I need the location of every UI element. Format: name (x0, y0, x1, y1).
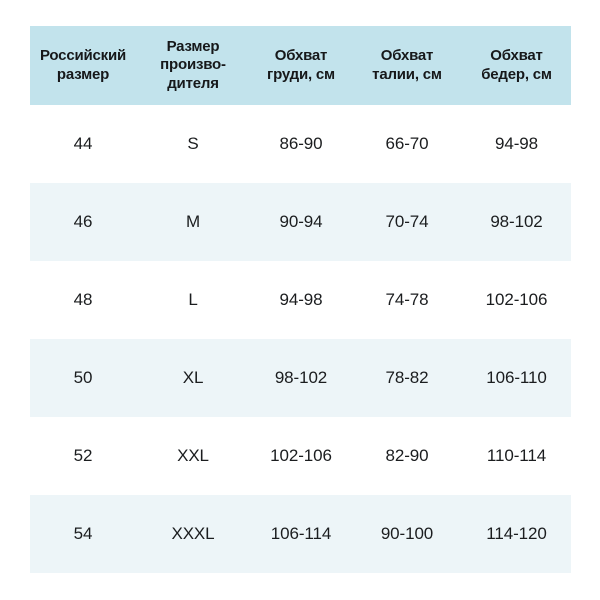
cell-ru_size: 52 (73, 446, 93, 465)
table-header: Российский размер Размер произво- дителя… (30, 26, 571, 105)
column-header-chest: Обхват груди, см (267, 47, 335, 83)
cell-waist: 82-90 (385, 446, 429, 465)
cell-hips: 102-106 (485, 290, 548, 309)
table-body: 44 S 86-90 66-70 94-98 46 M 90-94 70-74 98-102 48 L… (30, 105, 571, 573)
header-row: Российский размер Размер произво- дителя… (30, 26, 571, 105)
cell-waist: 74-78 (385, 290, 429, 309)
cell-maker_size: XL (182, 368, 204, 387)
cell-ru_size: 50 (73, 368, 93, 387)
cell-waist: 78-82 (385, 368, 429, 387)
cell-chest: 98-102 (274, 368, 328, 387)
table-row: 46 M 90-94 70-74 98-102 (30, 183, 571, 261)
size-chart-table: Российский размер Размер произво- дителя… (30, 26, 571, 573)
cell-hips: 110-114 (486, 446, 547, 465)
table-row: 50 XL 98-102 78-82 106-110 (30, 339, 571, 417)
column-header-waist: Обхват талии, см (372, 47, 442, 83)
cell-maker_size: M (185, 212, 201, 231)
cell-maker_size: L (188, 290, 198, 309)
column-header-hips: Обхват бедер, см (481, 47, 552, 83)
cell-hips: 114-120 (486, 524, 547, 543)
column-header-maker-size: Размер произво- дителя (160, 38, 226, 92)
column-header-ru-size: Российский размер (39, 47, 126, 83)
cell-hips: 106-110 (486, 368, 547, 387)
table-row: 54 XXXL 106-114 90-100 114-120 (30, 495, 571, 573)
cell-hips: 98-102 (490, 212, 543, 231)
cell-chest: 106-114 (270, 524, 332, 543)
cell-chest: 90-94 (279, 212, 323, 231)
cell-chest: 102-106 (270, 446, 332, 465)
cell-waist: 90-100 (380, 524, 434, 543)
cell-hips: 94-98 (495, 134, 538, 153)
cell-maker_size: XXL (177, 446, 209, 465)
cell-ru_size: 44 (73, 134, 93, 153)
table-row: 44 S 86-90 66-70 94-98 (30, 105, 571, 183)
table-row: 48 L 94-98 74-78 102-106 (30, 261, 571, 339)
cell-chest: 86-90 (279, 134, 323, 153)
cell-chest: 94-98 (279, 290, 323, 309)
cell-maker_size: S (187, 134, 199, 153)
cell-ru_size: 46 (73, 212, 93, 231)
cell-ru_size: 48 (73, 290, 93, 309)
table-row: 52 XXL 102-106 82-90 110-114 (30, 417, 571, 495)
cell-waist: 70-74 (385, 212, 429, 231)
cell-ru_size: 54 (73, 524, 93, 543)
size-chart-container: Российский размер Размер произво- дителя… (30, 26, 571, 573)
cell-maker_size: XXXL (171, 524, 215, 543)
cell-waist: 66-70 (385, 134, 429, 153)
